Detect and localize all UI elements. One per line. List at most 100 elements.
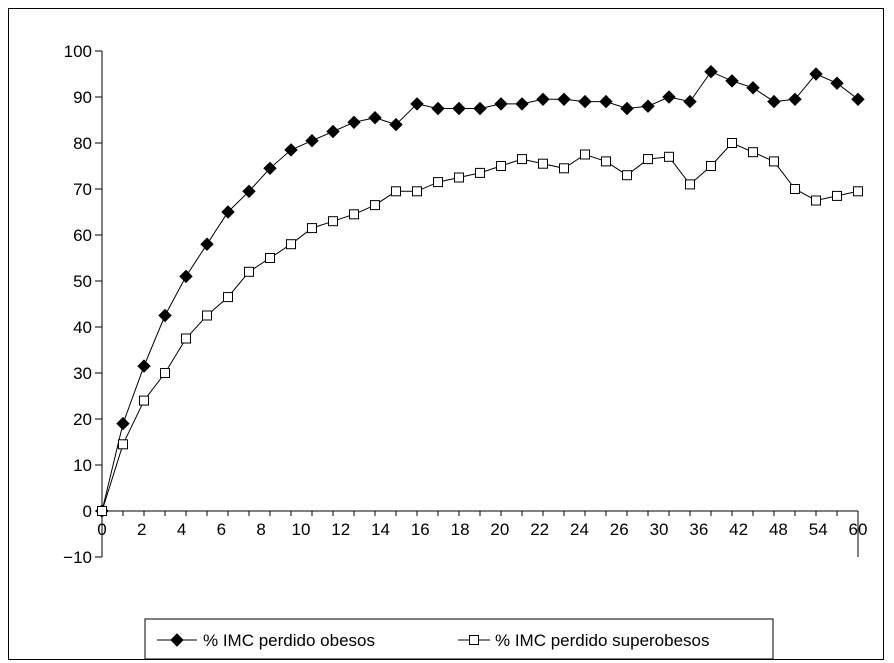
data-point-diamond	[809, 67, 823, 81]
data-point-square	[412, 186, 422, 197]
x-tick-label: 14	[371, 520, 390, 539]
x-tick-label: 48	[769, 520, 788, 539]
data-point-square	[160, 368, 170, 378]
data-point-square	[664, 151, 674, 162]
data-point-square	[517, 154, 527, 165]
data-point-square	[811, 195, 821, 206]
data-point-diamond	[452, 101, 466, 116]
data-point-diamond	[599, 94, 613, 109]
data-point-square	[790, 184, 800, 194]
y-tick-label: 100	[64, 42, 92, 61]
data-point-square	[307, 223, 317, 234]
data-point-diamond	[767, 94, 781, 109]
data-point-diamond	[557, 92, 571, 107]
data-point-diamond	[179, 269, 193, 284]
data-point-square	[433, 177, 443, 188]
chart-frame	[8, 8, 884, 660]
data-point-diamond	[410, 97, 424, 111]
x-tick-label: 4	[177, 520, 186, 539]
data-point-diamond	[725, 74, 739, 88]
x-tick-label: 6	[217, 520, 226, 539]
legend: % IMC perdido obesos % IMC perdido supero…	[144, 618, 774, 660]
data-point-square	[496, 161, 506, 171]
x-tick-label: 60	[849, 520, 868, 539]
y-tick-label: 40	[73, 318, 92, 337]
data-point-diamond	[578, 94, 592, 109]
series-line	[101, 142, 859, 512]
data-point-square	[265, 253, 275, 263]
data-point-diamond	[851, 92, 865, 107]
data-point-square	[328, 216, 338, 227]
x-tick-label: 12	[331, 520, 350, 539]
x-tick-label: 10	[291, 520, 310, 539]
y-tick-label: 90	[73, 88, 92, 107]
data-point-square	[643, 154, 653, 165]
data-point-square	[622, 170, 632, 181]
legend-label-obesos: % IMC perdido obesos	[203, 631, 375, 650]
data-point-square	[748, 147, 758, 158]
data-point-square	[454, 172, 464, 183]
series-layer	[95, 64, 865, 518]
data-point-diamond	[704, 64, 718, 79]
data-point-square	[475, 167, 485, 178]
data-point-square	[685, 179, 695, 190]
data-point-diamond	[389, 117, 403, 132]
series-obesos	[95, 64, 865, 518]
x-tick-label: 36	[689, 520, 708, 539]
data-point-diamond	[641, 99, 655, 113]
data-point-diamond	[200, 237, 214, 251]
y-tick-label: 10	[73, 456, 92, 475]
data-point-diamond	[683, 94, 697, 109]
data-point-diamond	[137, 359, 151, 373]
data-point-diamond	[242, 184, 256, 199]
y-tick-label: 50	[73, 272, 92, 291]
y-tick-label: −10	[63, 548, 92, 567]
data-point-diamond	[305, 133, 319, 148]
data-point-square	[97, 506, 107, 516]
x-tick-label: 20	[490, 520, 509, 539]
data-point-square	[349, 209, 359, 220]
data-point-diamond	[347, 115, 361, 130]
data-point-diamond	[431, 101, 445, 116]
data-point-square	[706, 161, 716, 171]
data-point-diamond	[620, 101, 634, 116]
data-point-diamond	[494, 97, 508, 111]
x-tick-label: 24	[570, 520, 589, 539]
series-line	[101, 71, 859, 512]
data-point-square	[139, 395, 149, 406]
x-tick-label: 2	[137, 520, 146, 539]
data-point-diamond	[830, 76, 844, 90]
x-tick-label: 26	[610, 520, 629, 539]
x-tick-label: 54	[809, 520, 828, 539]
data-point-square	[601, 156, 611, 167]
data-point-square	[769, 156, 779, 167]
data-point-square	[181, 333, 191, 344]
x-tick-label: 18	[451, 520, 470, 539]
data-point-square	[391, 186, 401, 197]
x-tick-label: 0	[97, 520, 106, 539]
x-tick-label: 16	[411, 520, 430, 539]
data-point-square	[202, 310, 212, 321]
y-tick-label: 80	[73, 134, 92, 153]
data-point-square	[580, 149, 590, 160]
x-tick-label: 30	[650, 520, 669, 539]
data-point-diamond	[368, 110, 382, 125]
x-tick-label: 8	[256, 520, 265, 539]
x-tick-label: 42	[729, 520, 748, 539]
data-point-square	[727, 138, 737, 148]
data-point-square	[118, 439, 128, 450]
data-point-diamond	[158, 308, 172, 323]
data-point-square	[370, 200, 380, 211]
data-point-diamond	[662, 90, 676, 104]
data-point-square	[286, 239, 296, 250]
data-point-diamond	[221, 205, 235, 219]
data-point-diamond	[515, 97, 529, 111]
data-point-square	[853, 186, 863, 197]
data-point-diamond	[284, 143, 298, 157]
data-point-diamond	[116, 416, 130, 431]
x-tick-label: 22	[530, 520, 549, 539]
y-tick-label: 60	[73, 226, 92, 245]
y-tick-label: 70	[73, 180, 92, 199]
